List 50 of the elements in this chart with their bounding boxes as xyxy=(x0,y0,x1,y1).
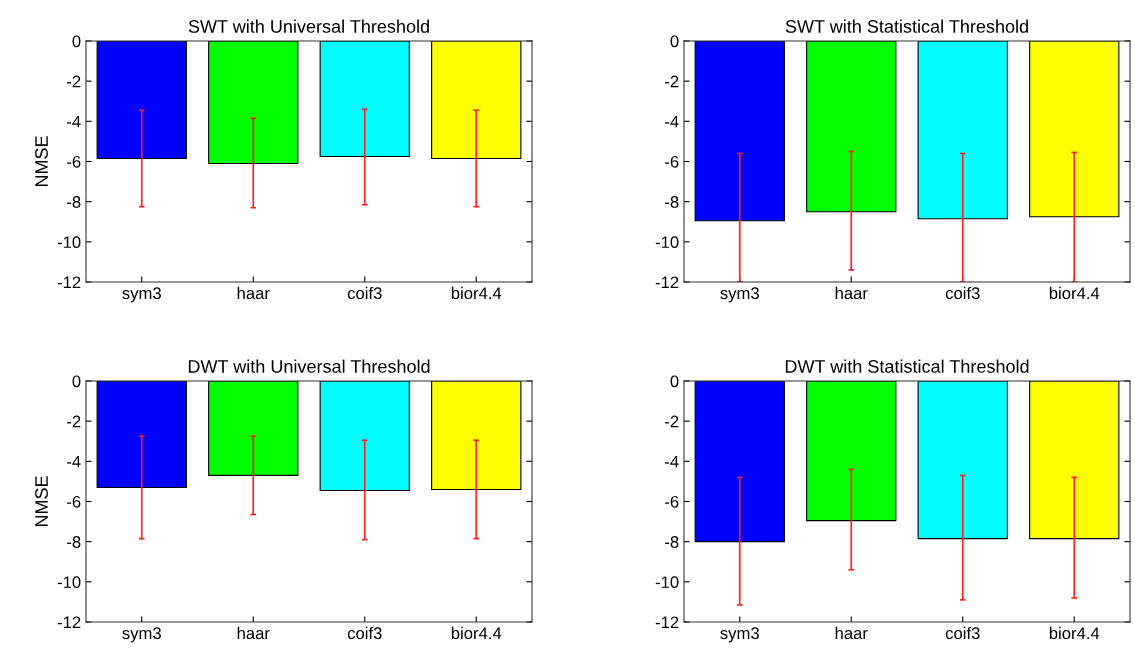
y-tick-label: 0 xyxy=(72,35,81,48)
y-tick-label: -4 xyxy=(665,115,679,128)
y-tick-label: -4 xyxy=(67,115,81,128)
x-tick-label: bior4.4 xyxy=(451,286,502,300)
y-tick-label: 0 xyxy=(72,375,81,388)
y-axis-title: NMSE xyxy=(35,476,48,527)
y-tick-label: -2 xyxy=(67,415,81,428)
x-tick-label: bior4.4 xyxy=(451,626,502,640)
y-tick-label: 0 xyxy=(670,35,679,48)
y-tick-label: -2 xyxy=(665,415,679,428)
y-tick-label: -2 xyxy=(67,75,81,88)
x-tick-label: coif3 xyxy=(945,286,980,300)
y-tick-label: -12 xyxy=(57,276,81,289)
x-tick-label: coif3 xyxy=(347,626,382,640)
x-tick-label: haar xyxy=(835,626,868,640)
x-tick-label: sym3 xyxy=(122,627,161,643)
y-tick-label: -2 xyxy=(665,75,679,88)
chart-title: DWT with Statistical Threshold xyxy=(785,359,1029,373)
y-tick-label: -6 xyxy=(665,155,679,168)
x-tick-label: bior4.4 xyxy=(1049,286,1100,300)
y-tick-label: -6 xyxy=(67,155,81,168)
x-tick-label: sym3 xyxy=(720,627,759,643)
y-tick-label: -6 xyxy=(665,495,679,508)
y-tick-label: -10 xyxy=(655,576,679,589)
y-tick-label: -8 xyxy=(665,536,679,548)
x-tick-label: haar xyxy=(237,626,270,640)
x-tick-label: bior4.4 xyxy=(1049,626,1100,640)
x-tick-label: coif3 xyxy=(347,286,382,300)
y-tick-label: -4 xyxy=(665,455,679,468)
y-tick-label: -10 xyxy=(655,236,679,249)
y-tick-label: -8 xyxy=(67,196,81,208)
x-tick-label: sym3 xyxy=(720,287,759,303)
y-tick-label: -12 xyxy=(655,276,679,289)
x-tick-label: sym3 xyxy=(122,287,161,303)
y-tick-label: -10 xyxy=(57,576,81,589)
x-tick-label: haar xyxy=(237,286,270,300)
y-tick-label: -12 xyxy=(57,616,81,629)
y-axis-title: NMSE xyxy=(35,136,48,187)
chart-title: DWT with Universal Threshold xyxy=(188,359,430,373)
chart-title: SWT with Universal Threshold xyxy=(188,19,429,33)
y-tick-label: -8 xyxy=(67,536,81,548)
x-tick-label: coif3 xyxy=(945,626,980,640)
y-tick-label: -10 xyxy=(57,236,81,249)
y-tick-label: 0 xyxy=(670,375,679,388)
chart-title: SWT with Statistical Threshold xyxy=(785,19,1028,33)
y-tick-label: -6 xyxy=(67,495,81,508)
y-tick-label: -12 xyxy=(655,616,679,629)
y-tick-label: -8 xyxy=(665,196,679,208)
x-tick-label: haar xyxy=(835,286,868,300)
y-tick-label: -4 xyxy=(67,455,81,468)
